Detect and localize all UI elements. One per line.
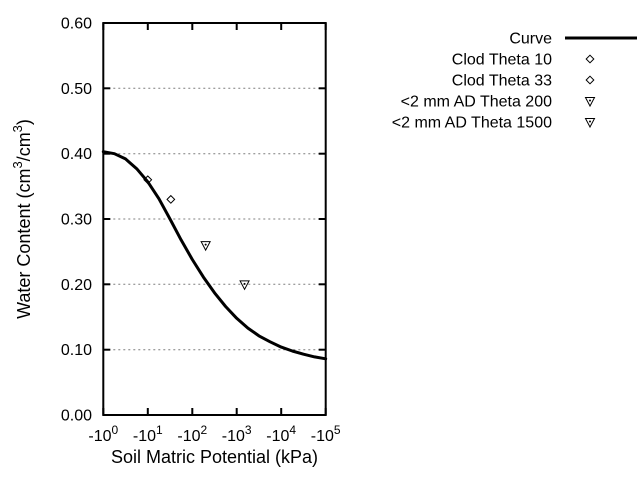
legend-marker-icon xyxy=(585,75,595,85)
y-axis-title: Water Content (cm3/cm3) xyxy=(10,119,34,319)
x-tick-label: -102 xyxy=(177,423,207,445)
legend-label: <2 mm AD Theta 200 xyxy=(401,94,552,111)
legend-label: Clod Theta 33 xyxy=(452,73,552,90)
legend-marker-icon xyxy=(584,118,596,129)
y-tick-label: 0.30 xyxy=(61,212,92,229)
y-tick-label: 0.10 xyxy=(61,342,92,359)
triangle-center-dot-icon xyxy=(589,99,591,102)
data-point-marker-icon xyxy=(166,194,176,204)
y-tick-label: 0.20 xyxy=(61,277,92,294)
data-point-marker-icon xyxy=(239,280,250,291)
legend-marker-icon xyxy=(584,97,596,108)
x-tick-label: -103 xyxy=(222,423,252,445)
y-tick-label: 0.40 xyxy=(61,146,92,163)
legend-marker-icon xyxy=(585,54,595,64)
y-tick-label: 0.00 xyxy=(61,408,92,425)
axis-ticks xyxy=(102,22,327,416)
legend-label: Clod Theta 10 xyxy=(452,52,552,69)
retention-curve xyxy=(101,150,328,361)
x-tick-label: -104 xyxy=(266,423,296,445)
x-tick-label: -100 xyxy=(88,423,118,445)
triangle-center-dot-icon xyxy=(589,120,591,123)
data-point-marker-icon xyxy=(200,241,211,252)
x-axis-title: Soil Matric Potential (kPa) xyxy=(111,447,318,467)
x-tick-label: -101 xyxy=(133,423,163,445)
legend-label: <2 mm AD Theta 1500 xyxy=(392,115,552,132)
triangle-center-dot-icon xyxy=(243,282,246,285)
data-point-marker-icon xyxy=(143,175,153,185)
y-tick-label: 0.50 xyxy=(61,81,92,98)
triangle-center-dot-icon xyxy=(204,243,207,246)
legend: Curve Clod Theta 10 Clod Theta 33 <2 mm AD … xyxy=(392,31,637,132)
y-tick-label: 0.60 xyxy=(61,16,92,33)
data-points xyxy=(143,175,250,291)
legend-label: Curve xyxy=(509,31,552,48)
gridlines xyxy=(103,87,326,351)
x-tick-label: -105 xyxy=(311,423,341,445)
